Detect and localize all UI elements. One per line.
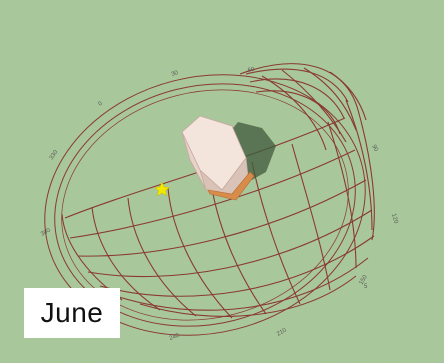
- sun-marker: [153, 181, 171, 197]
- compass-label-330: 330: [49, 149, 60, 161]
- compass-label-0: 0: [97, 100, 104, 107]
- compass-label-240: 240: [169, 333, 181, 342]
- sun-path-lattice: [61, 63, 375, 319]
- month-label: June: [40, 297, 104, 328]
- compass-label-150: 150: [359, 274, 370, 286]
- compass-label-210: 210: [276, 327, 288, 338]
- month-label-box: June: [24, 288, 120, 338]
- compass-labels: 30 60 90 120 150 210 240 300 330 0 5: [40, 67, 399, 342]
- building-model: [181, 115, 255, 201]
- compass-rings: [44, 74, 366, 336]
- compass-label-5: 5: [364, 284, 368, 290]
- compass-label-60: 60: [247, 67, 255, 74]
- compass-label-30: 30: [171, 70, 180, 78]
- compass-label-90: 90: [370, 144, 379, 153]
- compass-label-300: 300: [40, 227, 52, 238]
- compass-label-120: 120: [390, 213, 399, 225]
